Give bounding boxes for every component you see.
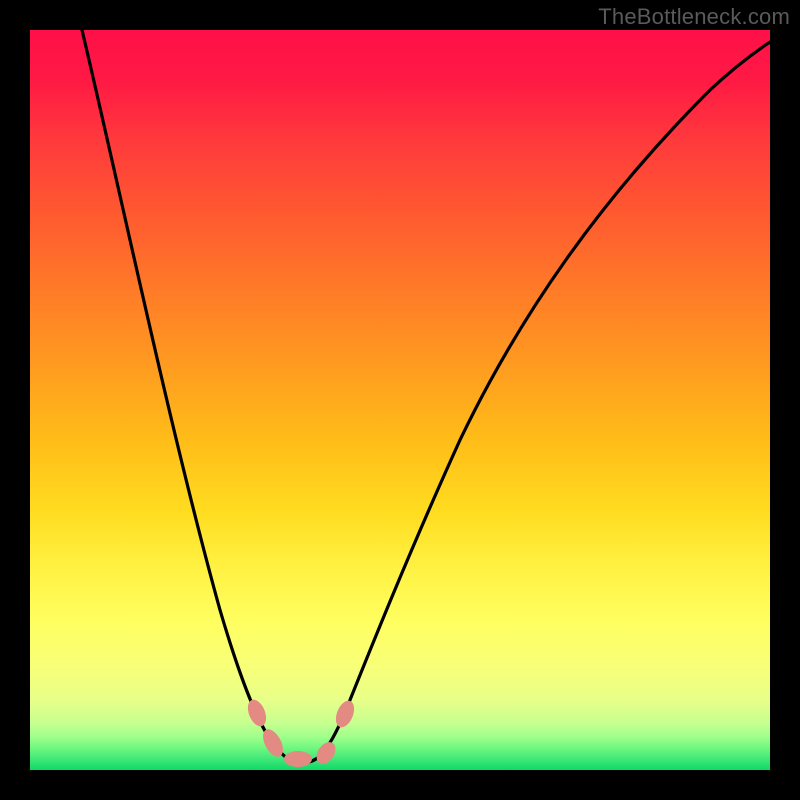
- plot-area: [30, 30, 770, 770]
- curve-layer: [30, 30, 770, 770]
- valley-marker: [284, 751, 312, 767]
- valley-marker: [244, 697, 269, 729]
- valley-marker: [332, 698, 357, 730]
- bottleneck-curve: [82, 30, 770, 763]
- valley-marker: [313, 739, 340, 768]
- watermark-text: TheBottleneck.com: [598, 4, 790, 30]
